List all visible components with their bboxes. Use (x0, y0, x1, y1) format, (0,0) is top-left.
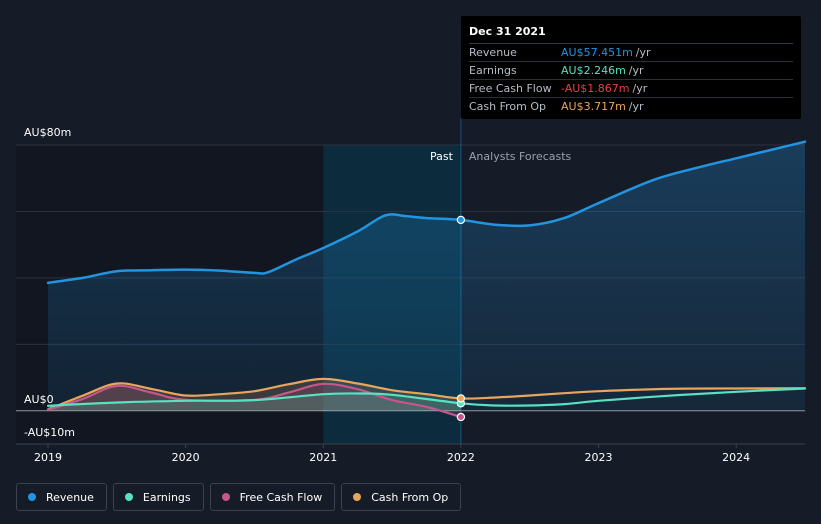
legend-item-revenue[interactable]: Revenue (16, 483, 107, 511)
tooltip-label: Revenue (469, 46, 517, 59)
legend-label: Cash From Op (371, 490, 449, 504)
tooltip-value: AU$57.451m (561, 46, 633, 59)
free-cash-flow-line (46, 382, 462, 419)
tooltip-label: Cash From Op (469, 100, 547, 113)
x-tick-label: 2022 (447, 451, 475, 464)
legend: Revenue Earnings Free Cash Flow Cash Fro… (16, 483, 462, 511)
tooltip-value: -AU$1.867m (561, 82, 630, 95)
tooltip-label: Earnings (469, 64, 517, 77)
tooltip-value: AU$3.717m (561, 100, 626, 113)
legend-item-free-cash-flow[interactable]: Free Cash Flow (209, 483, 336, 511)
x-tick-label: 2023 (585, 451, 613, 464)
tooltip-row-earnings: Earnings AU$2.246m /yr (469, 62, 793, 80)
revenue-marker (456, 215, 466, 225)
earnings-dot-icon (124, 493, 133, 501)
tooltip-row-cash-from-op: Cash From Op AU$3.717m /yr (469, 98, 793, 115)
earnings-area (48, 393, 461, 411)
free-cash-flow-marker (456, 412, 466, 422)
tooltip-row-revenue: Revenue AU$57.451m /yr (469, 44, 793, 62)
x-tick-label: 2020 (172, 451, 200, 464)
legend-label: Earnings (142, 490, 191, 504)
x-tick-label: 2024 (722, 451, 750, 464)
y-label-bottom: -AU$10m (24, 426, 75, 439)
tooltip-row-free-cash-flow: Free Cash Flow -AU$1.867m /yr (469, 80, 793, 98)
cash-from-op-area (48, 378, 461, 411)
legend-label: Revenue (46, 490, 94, 504)
tooltip-unit: /yr (628, 64, 644, 77)
y-label-zero: AU$0 (24, 393, 54, 406)
tooltip-unit: /yr (632, 82, 648, 95)
y-label-top: AU$80m (24, 126, 71, 139)
tooltip: Dec 31 2021 Revenue AU$57.451m /yr Earni… (461, 16, 801, 119)
cash-from-op-line (46, 377, 807, 411)
x-tick-label: 2019 (34, 451, 62, 464)
legend-item-cash-from-op[interactable]: Cash From Op (341, 483, 462, 511)
x-tick-label: 2021 (309, 451, 337, 464)
cash-from-op-marker (456, 394, 466, 403)
tooltip-unit: /yr (628, 100, 644, 113)
legend-label: Free Cash Flow (239, 490, 323, 504)
tooltip-value: AU$2.246m (561, 64, 626, 77)
cash-from-op-dot-icon (353, 493, 362, 501)
revenue-dot-icon (28, 493, 36, 501)
free-cash-flow-dot-icon (221, 493, 230, 501)
legend-item-earnings[interactable]: Earnings (112, 483, 204, 511)
forecast-label: Analysts Forecasts (469, 150, 572, 163)
revenue-line (46, 140, 807, 285)
tooltip-label: Free Cash Flow (469, 82, 552, 95)
tooltip-unit: /yr (635, 46, 651, 59)
past-label: Past (430, 150, 454, 163)
tooltip-date: Dec 31 2021 (469, 25, 793, 44)
revenue-area (48, 141, 805, 411)
